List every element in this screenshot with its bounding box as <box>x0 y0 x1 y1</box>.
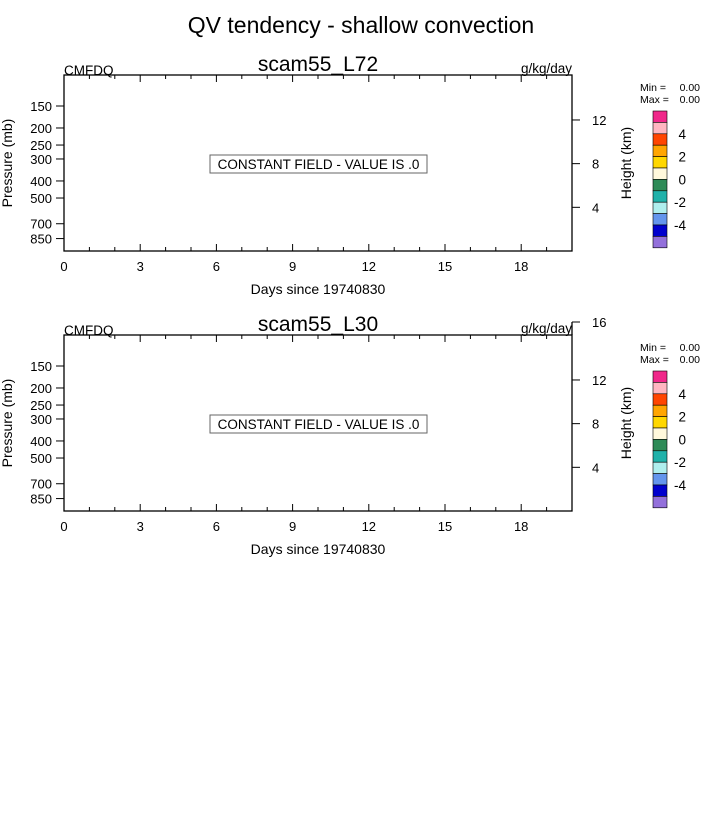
x-tick-label: 18 <box>514 519 528 534</box>
field-name-label: CMFDQ <box>64 323 114 338</box>
y-tick-label: 150 <box>30 99 52 114</box>
colorbar-swatch <box>652 179 668 192</box>
y2-tick-label: 12 <box>592 113 606 128</box>
y2-tick-label: 4 <box>592 200 599 215</box>
colorbar-swatch <box>652 461 668 474</box>
y-tick-label: 850 <box>30 232 52 247</box>
figure-title: QV tendency - shallow convection <box>187 12 535 38</box>
chart-panel-l72: scam55_L72 CMFDQ g/kg/day 0 3 6 9 12 15 18 Days si… <box>0 53 701 297</box>
y-axis-label: Pressure (mb) <box>0 379 15 468</box>
x-tick-label: 18 <box>514 259 528 274</box>
x-axis-label: Days since 19740830 <box>251 281 386 297</box>
y-tick-label: 500 <box>30 451 52 466</box>
y-tick-label: 400 <box>30 174 52 189</box>
colorbar-swatch <box>652 450 668 463</box>
colorbar-label: 0 <box>678 172 686 187</box>
colorbar-swatch <box>652 167 668 180</box>
y-tick-label: 200 <box>30 381 52 396</box>
min-label: Min = <box>640 82 666 94</box>
y2-tick-label: 4 <box>592 460 599 475</box>
colorbar-swatch <box>652 370 668 383</box>
colorbar-swatch <box>652 404 668 417</box>
min-value: 0.00 <box>680 82 701 94</box>
x-axis-label: Days since 19740830 <box>251 541 386 557</box>
y2-tick-label: 16 <box>592 315 606 330</box>
colorbar-swatch <box>652 439 668 452</box>
colorbar-swatch <box>652 122 668 135</box>
colorbar-swatch <box>652 213 668 226</box>
max-label: Max = <box>640 354 669 366</box>
colorbar-label: 4 <box>678 387 686 402</box>
colorbar-swatch <box>652 393 668 406</box>
min-value: 0.00 <box>680 342 701 354</box>
colorbar-label: 2 <box>678 410 686 425</box>
annotation-box <box>209 414 428 434</box>
x-tick-label: 9 <box>289 519 296 534</box>
annotation-text: CONSTANT FIELD - VALUE IS .0 <box>218 157 420 172</box>
colorbar-swatch <box>652 201 668 214</box>
y2-tick-label: 8 <box>592 157 599 172</box>
x-tick-label: 15 <box>438 259 452 274</box>
y2-tick-label: 8 <box>592 417 599 432</box>
colorbar-label: -2 <box>674 455 686 470</box>
x-tick-label: 12 <box>362 519 376 534</box>
x-tick-label: 0 <box>60 259 67 274</box>
y-tick-label: 150 <box>30 359 52 374</box>
x-tick-label: 3 <box>137 259 144 274</box>
x-tick-label: 0 <box>60 519 67 534</box>
colorbar-label: 0 <box>678 432 686 447</box>
colorbar-label: -4 <box>674 478 686 493</box>
colorbar-swatch <box>652 427 668 440</box>
colorbar-swatch <box>652 224 668 237</box>
colorbar-swatch <box>652 236 668 249</box>
y-tick-label: 500 <box>30 191 52 206</box>
y-tick-label: 400 <box>30 434 52 449</box>
annotation-text: CONSTANT FIELD - VALUE IS .0 <box>218 417 420 432</box>
colorbar-label: -4 <box>674 218 686 233</box>
colorbar-swatch <box>652 473 668 486</box>
x-tick-label: 3 <box>137 519 144 534</box>
colorbar-label: 4 <box>678 127 686 142</box>
chart-panel-l30: scam55_L30 CMFDQ g/kg/day 0 3 6 9 12 15 18 Days si… <box>0 313 701 557</box>
colorbar-swatch <box>652 156 668 169</box>
colorbar-swatch <box>652 382 668 395</box>
units-label: g/kg/day <box>521 61 572 76</box>
colorbar-swatch <box>652 190 668 203</box>
y-tick-label: 850 <box>30 492 52 507</box>
y-tick-label: 700 <box>30 477 52 492</box>
colorbar-label: -2 <box>674 195 686 210</box>
field-name-label: CMFDQ <box>64 63 114 78</box>
y2-tick-label: 12 <box>592 373 606 388</box>
colorbar-label: 2 <box>678 150 686 165</box>
x-tick-label: 9 <box>289 259 296 274</box>
min-label: Min = <box>640 342 666 354</box>
y-tick-label: 300 <box>30 412 52 427</box>
y2-axis-label: Height (km) <box>618 127 634 199</box>
chart-title: scam55_L72 <box>258 53 378 76</box>
colorbar-swatch <box>652 416 668 429</box>
colorbar-swatch <box>652 133 668 146</box>
max-value: 0.00 <box>680 354 701 366</box>
x-tick-label: 6 <box>213 259 220 274</box>
x-tick-label: 6 <box>213 519 220 534</box>
y2-axis-label: Height (km) <box>618 387 634 459</box>
max-label: Max = <box>640 94 669 106</box>
max-value: 0.00 <box>680 94 701 106</box>
y-tick-label: 700 <box>30 217 52 232</box>
y-tick-label: 250 <box>30 138 52 153</box>
chart-title: scam55_L30 <box>258 313 378 336</box>
y-axis-label: Pressure (mb) <box>0 119 15 208</box>
colorbar-swatch <box>652 496 668 509</box>
x-tick-label: 15 <box>438 519 452 534</box>
annotation-box <box>209 154 428 174</box>
y-tick-label: 200 <box>30 121 52 136</box>
colorbar-swatch <box>652 144 668 157</box>
units-label: g/kg/day <box>521 321 572 336</box>
colorbar-swatch <box>652 484 668 497</box>
colorbar-swatch <box>652 110 668 123</box>
y-tick-label: 250 <box>30 398 52 413</box>
y-tick-label: 300 <box>30 152 52 167</box>
x-tick-label: 12 <box>362 259 376 274</box>
